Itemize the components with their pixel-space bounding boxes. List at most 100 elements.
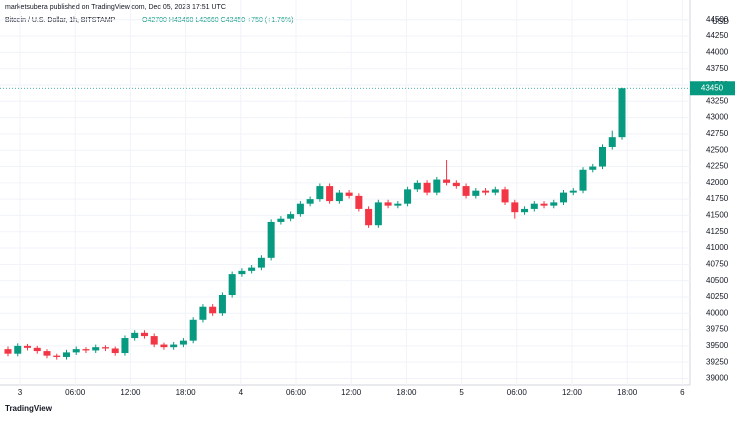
- y-tick-label: 43750: [706, 64, 729, 73]
- candle-body: [179, 340, 187, 345]
- logo: TradingView: [5, 404, 53, 413]
- candle-body: [589, 166, 597, 170]
- candle-body: [101, 347, 109, 349]
- candle-body: [287, 214, 295, 219]
- candle-body: [374, 202, 382, 226]
- ohlc-legend: O42700 H43460 L42660 C43450 +750 (+1.76%…: [142, 17, 293, 24]
- x-tick-label: 12:00: [120, 388, 141, 397]
- candle-body: [608, 137, 616, 147]
- x-tick-label: 4: [239, 388, 244, 397]
- candle-body: [335, 192, 343, 202]
- candle-body: [316, 186, 324, 200]
- y-tick-label: 42500: [706, 145, 729, 154]
- candle-body: [277, 218, 285, 222]
- y-tick-label: 44250: [706, 31, 729, 40]
- candle-body: [82, 349, 90, 351]
- y-tick-label: 43000: [706, 113, 729, 122]
- candle-body: [579, 169, 587, 191]
- y-tick-label: 41750: [706, 194, 729, 203]
- candle-body: [257, 257, 265, 268]
- candle-body: [384, 202, 392, 206]
- candle-body: [491, 189, 499, 193]
- x-tick-label: 06:00: [286, 388, 307, 397]
- currency: USD: [712, 17, 729, 26]
- candle-body: [521, 208, 529, 213]
- candle-body: [62, 352, 70, 357]
- candle-body: [550, 202, 558, 206]
- x-tick-label: 18:00: [176, 388, 197, 397]
- candle-body: [462, 186, 470, 196]
- x-tick-label: 6: [680, 388, 685, 397]
- x-tick-label: 06:00: [65, 388, 86, 397]
- y-tick-label: 40500: [706, 276, 729, 285]
- candle-body: [365, 208, 373, 226]
- candle-body: [199, 306, 207, 320]
- y-tick-label: 43250: [706, 96, 729, 105]
- candle-body: [569, 190, 577, 193]
- x-tick-label: 3: [18, 388, 23, 397]
- candle-body: [482, 190, 490, 193]
- candle-body: [404, 189, 412, 204]
- y-tick-label: 42000: [706, 178, 729, 187]
- candle-body: [501, 189, 509, 203]
- candle-body: [121, 338, 129, 354]
- symbol: Bitcoin / U.S. Dollar, 1h, BITSTAMP: [5, 17, 116, 24]
- x-tick-label: 12:00: [562, 388, 583, 397]
- candle-body: [140, 332, 148, 337]
- candle-body: [511, 202, 519, 213]
- candle-body: [443, 179, 451, 183]
- candle-body: [170, 344, 178, 348]
- y-tick-label: 41000: [706, 243, 729, 252]
- last-price-label: 43450: [701, 83, 724, 92]
- candle-body: [560, 192, 568, 203]
- candle-body: [472, 190, 480, 196]
- x-tick-label: 5: [459, 388, 464, 397]
- candle-body: [111, 348, 119, 354]
- candle-body: [618, 88, 626, 138]
- candle-body: [345, 192, 353, 196]
- candle-body: [326, 186, 334, 202]
- candle-body: [228, 274, 236, 295]
- y-tick-label: 40250: [706, 292, 729, 301]
- candle-body: [4, 349, 12, 354]
- x-tick-label: 18:00: [617, 388, 638, 397]
- last-price-tag: [690, 81, 735, 96]
- y-tick-label: 39750: [706, 325, 729, 334]
- y-tick-label: 42750: [706, 129, 729, 138]
- y-tick-label: 40000: [706, 308, 729, 317]
- publisher: marketsubera published on TradingView.co…: [5, 4, 226, 11]
- y-tick-label: 40750: [706, 259, 729, 268]
- candle-body: [209, 306, 217, 314]
- candle-body: [540, 203, 548, 206]
- y-tick-label: 42250: [706, 162, 729, 171]
- candle-body: [306, 199, 314, 204]
- candle-body: [131, 332, 139, 339]
- candle-body: [150, 336, 158, 345]
- y-tick-label: 41250: [706, 227, 729, 236]
- candle-body: [14, 345, 22, 354]
- candle-body: [413, 182, 421, 190]
- candle-body: [218, 295, 226, 314]
- y-tick-label: 44500: [706, 15, 729, 24]
- y-tick-label: 44000: [706, 48, 729, 57]
- candle-body: [53, 355, 61, 357]
- candle-body: [248, 267, 256, 271]
- x-tick-label: 18:00: [396, 388, 417, 397]
- x-tick-label: 06:00: [507, 388, 528, 397]
- candle-body: [267, 221, 275, 258]
- x-tick-label: 12:00: [341, 388, 362, 397]
- candle-body: [355, 195, 363, 209]
- candle-body: [23, 345, 32, 348]
- candle-body: [43, 351, 51, 356]
- candle-body: [433, 179, 441, 193]
- candle-body: [296, 203, 304, 215]
- candle-body: [394, 203, 402, 206]
- candle-body: [33, 347, 41, 352]
- candle-body: [72, 349, 80, 353]
- candle-body: [423, 182, 431, 193]
- y-tick-label: 41500: [706, 211, 729, 220]
- candle-body: [452, 182, 460, 187]
- candle-body: [598, 146, 607, 167]
